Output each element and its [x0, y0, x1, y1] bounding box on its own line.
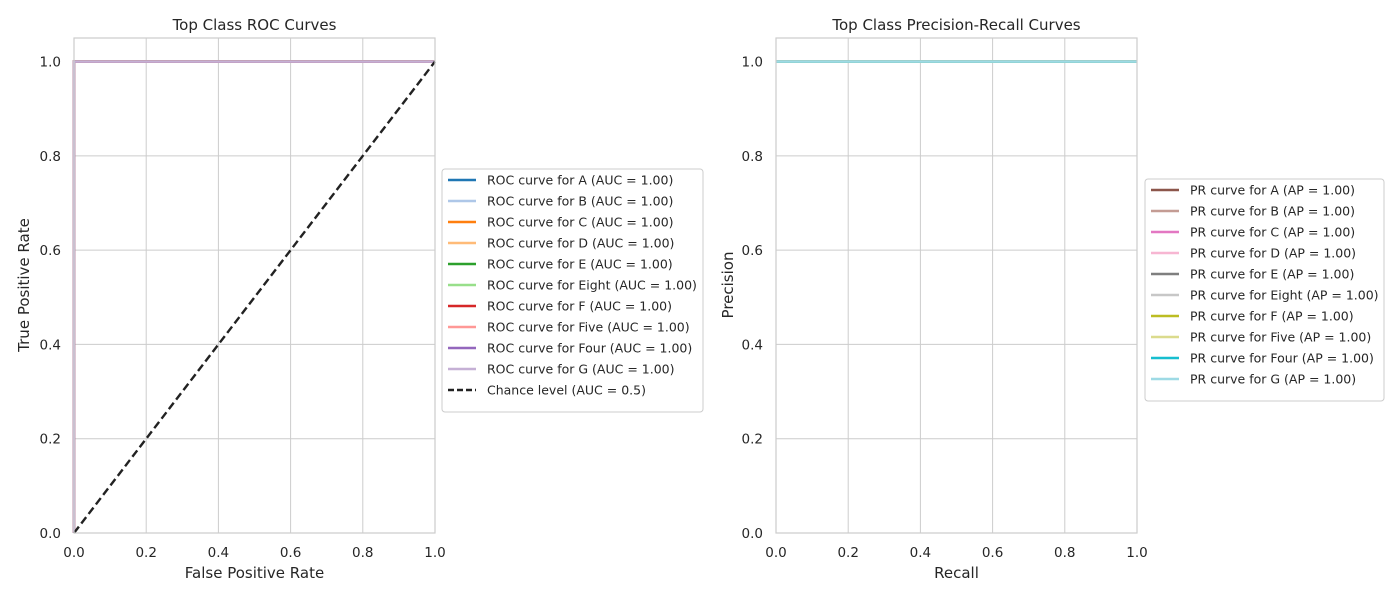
pr-x-tick-label: 0.4	[910, 545, 931, 561]
pr-legend-label: PR curve for Five (AP = 1.00)	[1190, 330, 1371, 345]
pr-y-tick-label: 0.6	[742, 243, 763, 259]
pr-y-tick-label: 0.2	[742, 432, 763, 448]
roc-y-axis-label: True Positive Rate	[15, 218, 33, 353]
roc-ticks: 0.0 0.2 0.4 0.6 0.8 1.0 0.0 0.2 0.4 0.6 0.8 1.0	[40, 55, 446, 561]
pr-y-tick-label: 0.8	[742, 149, 763, 165]
pr-y-tick-label: 0.0	[742, 526, 763, 542]
pr-legend-label: PR curve for A (AP = 1.00)	[1190, 183, 1355, 198]
roc-legend-label: ROC curve for A (AUC = 1.00)	[487, 173, 673, 188]
roc-y-tick-label: 1.0	[40, 55, 61, 71]
pr-y-axis-label: Precision	[719, 252, 737, 319]
pr-legend-label: PR curve for Eight (AP = 1.00)	[1190, 288, 1379, 303]
pr-x-tick-label: 0.2	[837, 545, 858, 561]
pr-ticks: 0.0 0.2 0.4 0.6 0.8 1.0 0.0 0.2 0.4 0.6 0.8 1.0	[742, 55, 1148, 561]
roc-legend-label: Chance level (AUC = 0.5)	[487, 383, 646, 398]
roc-y-tick-label: 0.0	[40, 526, 61, 542]
pr-legend: PR curve for A (AP = 1.00) PR curve for B…	[1144, 178, 1385, 402]
pr-chart-title: Top Class Precision-Recall Curves	[831, 16, 1080, 34]
roc-series-line-10	[73, 60, 436, 534]
pr-legend-label: PR curve for Four (AP = 1.00)	[1190, 351, 1374, 366]
pr-legend-label: PR curve for B (AP = 1.00)	[1190, 204, 1355, 219]
roc-legend-label: ROC curve for F (AUC = 1.00)	[487, 299, 672, 314]
roc-plot-frame	[73, 37, 436, 534]
roc-x-tick-label: 0.0	[63, 545, 84, 561]
roc-legend-label: ROC curve for Eight (AUC = 1.00)	[487, 278, 697, 293]
roc-legend-label: ROC curve for B (AUC = 1.00)	[487, 194, 673, 209]
roc-y-tick-label: 0.2	[40, 432, 61, 448]
roc-chart: Top Class ROC Curves False Positive Rate…	[15, 16, 704, 582]
roc-x-axis-label: False Positive Rate	[185, 564, 324, 582]
pr-x-tick-label: 1.0	[1126, 545, 1147, 561]
pr-legend-label: PR curve for C (AP = 1.00)	[1190, 225, 1355, 240]
roc-y-tick-label: 0.4	[40, 337, 61, 353]
roc-x-tick-label: 1.0	[424, 545, 445, 561]
pr-y-tick-label: 0.4	[742, 337, 763, 353]
roc-x-tick-label: 0.6	[280, 545, 301, 561]
roc-legend-label: ROC curve for D (AUC = 1.00)	[487, 236, 674, 251]
roc-grid	[73, 38, 436, 534]
roc-y-tick-label: 0.8	[40, 149, 61, 165]
roc-y-tick-label: 0.6	[40, 243, 61, 259]
pr-legend-label: PR curve for G (AP = 1.00)	[1190, 372, 1356, 387]
roc-legend-label: ROC curve for C (AUC = 1.00)	[487, 215, 674, 230]
roc-legend-label: ROC curve for Four (AUC = 1.00)	[487, 341, 692, 356]
pr-plot-frame	[775, 37, 1138, 534]
pr-x-tick-label: 0.6	[982, 545, 1003, 561]
roc-legend-label: ROC curve for G (AUC = 1.00)	[487, 362, 674, 377]
roc-legend-box	[441, 168, 704, 413]
roc-x-tick-label: 0.4	[208, 545, 229, 561]
roc-x-tick-label: 0.8	[352, 545, 373, 561]
pr-grid	[775, 38, 1138, 534]
roc-series	[72, 60, 436, 534]
pr-y-tick-label: 1.0	[742, 55, 763, 71]
pr-x-tick-label: 0.0	[765, 545, 786, 561]
roc-x-tick-label: 0.2	[135, 545, 156, 561]
roc-legend: ROC curve for A (AUC = 1.00) ROC curve fo…	[441, 168, 704, 413]
pr-legend-box	[1144, 178, 1385, 402]
pr-x-tick-label: 0.8	[1054, 545, 1075, 561]
roc-legend-label: ROC curve for E (AUC = 1.00)	[487, 257, 673, 272]
pr-legend-label: PR curve for F (AP = 1.00)	[1190, 309, 1354, 324]
roc-chart-title: Top Class ROC Curves	[172, 16, 337, 34]
pr-x-axis-label: Recall	[934, 564, 979, 582]
pr-legend-label: PR curve for D (AP = 1.00)	[1190, 246, 1356, 261]
roc-legend-label: ROC curve for Five (AUC = 1.00)	[487, 320, 690, 335]
pr-legend-label: PR curve for E (AP = 1.00)	[1190, 267, 1354, 282]
pr-chart: Top Class Precision-Recall Curves Recall…	[719, 16, 1385, 582]
